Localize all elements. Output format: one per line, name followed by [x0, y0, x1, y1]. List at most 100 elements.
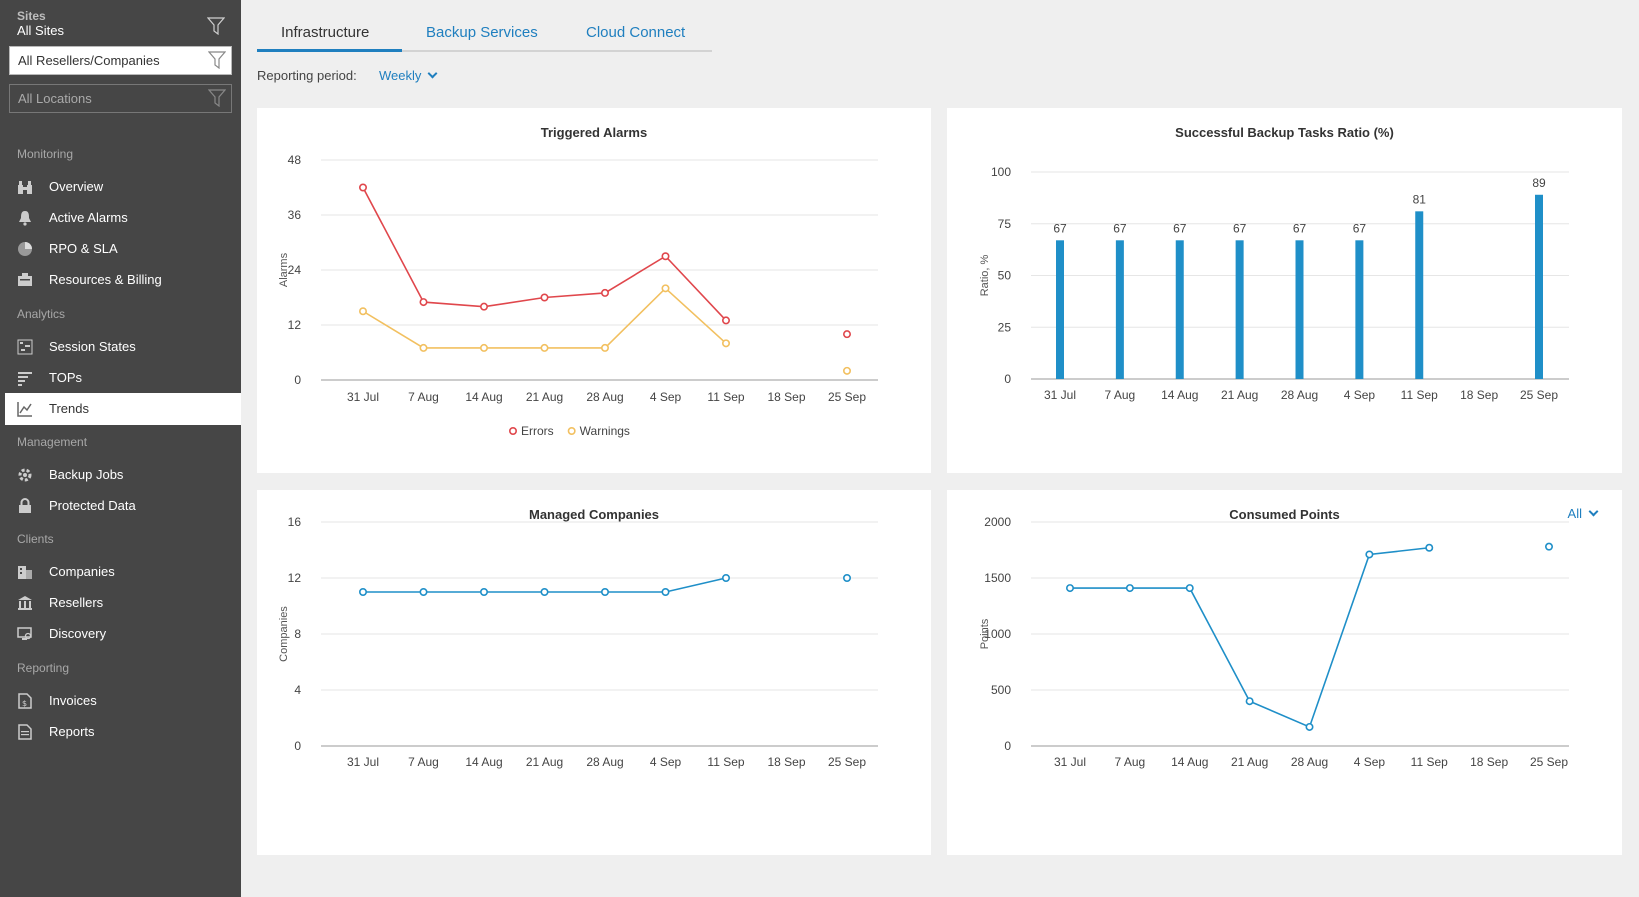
bar	[1355, 240, 1364, 379]
y-tick-label: 0	[294, 739, 301, 753]
x-tick-label: 4 Sep	[650, 390, 682, 404]
consumed-points-filter-dropdown[interactable]: All	[1568, 506, 1599, 521]
tab-cloud-connect[interactable]: Cloud Connect	[586, 24, 686, 41]
trend-chart-icon	[17, 402, 32, 417]
x-tick-label: 18 Sep	[767, 755, 805, 769]
backup-ratio-card: Successful Backup Tasks Ratio (%) 0 25 50 7…	[947, 108, 1622, 473]
sidebar-item-protected-data[interactable]: Protected Data	[5, 490, 241, 522]
bar-chart-icon	[18, 372, 32, 386]
filter-icon[interactable]	[207, 17, 225, 35]
data-label: 67	[1293, 221, 1307, 235]
data-point	[600, 588, 609, 597]
data-point	[721, 574, 730, 583]
sidebar-item-label: Protected Data	[49, 498, 136, 513]
data-point	[1544, 542, 1553, 551]
sidebar-item-label: Backup Jobs	[49, 467, 124, 482]
data-label: 67	[1353, 221, 1367, 235]
x-tick-label: 14 Aug	[1171, 755, 1208, 769]
x-tick-label: 4 Sep	[650, 755, 682, 769]
x-tick-label: 25 Sep	[1530, 755, 1568, 769]
sidebar-item-resources-billing[interactable]: Resources & Billing	[5, 264, 241, 296]
sidebar-item-label: Reports	[49, 724, 95, 739]
section-monitoring: Monitoring	[17, 147, 74, 161]
x-tick-label: 7 Aug	[408, 755, 439, 769]
reporting-period-dropdown[interactable]: Weekly	[379, 68, 438, 83]
data-point	[600, 288, 609, 297]
y-tick-label: 12	[288, 318, 302, 332]
sidebar-item-backup-jobs[interactable]: Backup Jobs	[5, 459, 241, 491]
x-tick-label: 11 Sep	[707, 755, 744, 769]
data-point	[1245, 697, 1254, 706]
x-tick-label: 14 Aug	[465, 755, 502, 769]
tab-backup-services[interactable]: Backup Services	[426, 24, 538, 41]
x-tick-label: 18 Sep	[767, 390, 805, 404]
filter-icon[interactable]	[208, 89, 226, 107]
sites-selector[interactable]: Sites All Sites	[17, 9, 232, 41]
bar	[1056, 240, 1064, 379]
x-tick-label: 28 Aug	[1281, 388, 1318, 402]
x-tick-label: 7 Aug	[1105, 388, 1136, 402]
sidebar-item-resellers[interactable]: Resellers	[5, 587, 241, 619]
data-point	[721, 316, 730, 325]
x-tick-label: 31 Jul	[347, 390, 379, 404]
binoculars-icon	[18, 181, 32, 194]
legend-marker	[567, 426, 576, 435]
sidebar-item-trends[interactable]: Trends	[5, 393, 251, 425]
sidebar-item-overview[interactable]: Overview	[5, 171, 241, 203]
data-point	[419, 588, 428, 597]
sidebar-item-reports[interactable]: Reports	[5, 716, 241, 748]
invoice-icon: $	[18, 693, 32, 709]
managed-companies-chart: 0 4 8 12 16 Companies 31 Jul 7 Aug 14 Aug 21 Aug 2…	[278, 515, 878, 769]
data-point	[1185, 584, 1194, 593]
y-axis-label: Points	[979, 618, 991, 649]
resellers-filter[interactable]: All Resellers/Companies	[9, 46, 232, 75]
data-label: 81	[1413, 192, 1427, 206]
x-tick-label: 7 Aug	[1115, 755, 1146, 769]
filter-icon[interactable]	[208, 51, 226, 69]
section-clients: Clients	[17, 532, 54, 546]
sidebar-item-label: RPO & SLA	[49, 241, 118, 256]
sidebar-item-tops[interactable]: TOPs	[5, 362, 241, 394]
data-point	[1305, 722, 1314, 731]
sidebar-item-label: Companies	[49, 564, 115, 579]
x-tick-label: 21 Aug	[526, 755, 563, 769]
x-tick-label: 25 Sep	[828, 390, 866, 404]
x-tick-label: 18 Sep	[1460, 388, 1498, 402]
y-axis-label: Companies	[278, 606, 290, 662]
data-point	[540, 343, 549, 352]
y-tick-label: 100	[991, 165, 1011, 179]
tab-bar: Infrastructure Backup Services Cloud Con…	[257, 18, 712, 52]
sites-label: Sites	[17, 9, 46, 23]
sidebar-item-active-alarms[interactable]: Active Alarms	[5, 202, 241, 234]
building-icon	[18, 566, 32, 579]
chart-title: Triggered Alarms	[540, 125, 648, 140]
y-tick-label: 8	[294, 627, 301, 641]
sidebar-item-companies[interactable]: Companies	[5, 556, 241, 588]
sidebar-item-rpo-sla[interactable]: RPO & SLA	[5, 233, 241, 265]
sidebar-item-invoices[interactable]: $ Invoices	[5, 685, 241, 717]
data-label: 67	[1233, 221, 1247, 235]
chart-title: Successful Backup Tasks Ratio (%)	[1175, 125, 1394, 140]
bank-icon	[18, 596, 32, 610]
legend-marker	[509, 426, 518, 435]
sidebar-item-label: Resellers	[49, 595, 104, 610]
consumed-points-chart: 0 500 1000 1500 2000 Points 31 Jul 7 Aug 14 Aug 2…	[979, 515, 1569, 769]
chart-title: Consumed Points	[1229, 507, 1340, 522]
sidebar-item-label: Session States	[49, 339, 136, 354]
x-tick-label: 31 Jul	[1054, 755, 1086, 769]
sites-value: All Sites	[17, 23, 64, 38]
data-point	[359, 588, 368, 597]
data-point	[419, 343, 428, 352]
svg-text:$: $	[22, 699, 27, 708]
tab-infrastructure[interactable]: Infrastructure	[281, 24, 370, 41]
sidebar-item-session-states[interactable]: Session States	[5, 331, 241, 363]
y-tick-label: 0	[294, 373, 301, 387]
locations-filter[interactable]: All Locations	[9, 84, 232, 113]
sidebar-item-discovery[interactable]: Discovery	[5, 618, 241, 650]
legend-label: Warnings	[580, 424, 630, 438]
data-point	[480, 588, 489, 597]
y-tick-label: 12	[288, 571, 302, 585]
data-point	[661, 252, 670, 261]
data-point	[480, 343, 489, 352]
section-management: Management	[17, 435, 88, 449]
